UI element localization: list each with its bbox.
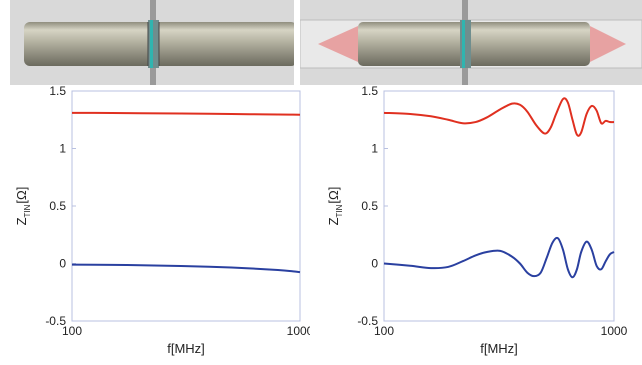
y-axis-label: ZTIN[Ω] (14, 187, 32, 226)
chart-left: -0.5 0 0.5 1 1.5 100 1000 f[MHz] ZTIN[Ω] (0, 85, 310, 365)
series-line-1 (71, 263, 301, 274)
x-axis-label: f[MHz] (480, 341, 518, 356)
series-line-0 (383, 97, 615, 137)
x-tick-label: 100 (62, 324, 82, 338)
y-tick-label: -0.5 (357, 314, 378, 328)
series-line-0 (71, 111, 301, 116)
y-tick-label: -0.5 (45, 314, 66, 328)
y-tick-label: 0.5 (49, 199, 66, 213)
x-tick-label: 1000 (287, 324, 310, 338)
chart-right: -0.5 0 0.5 1 1.5 100 1000 f[MHz] ZTIN[Ω] (312, 85, 632, 365)
y-tick-label: 0 (59, 257, 66, 271)
y-axis-label: ZTIN[Ω] (326, 187, 344, 226)
chart-right-svg: -0.5 0 0.5 1 1.5 100 1000 f[MHz] ZTIN[Ω] (326, 85, 628, 356)
x-tick-label: 100 (374, 324, 394, 338)
y-tick-label: 1.5 (49, 85, 66, 98)
series-line-1 (383, 236, 615, 279)
cylinder-image-right (300, 0, 642, 85)
x-axis-label: f[MHz] (167, 341, 205, 356)
y-tick-label: 1.5 (361, 85, 378, 98)
y-tick-label: 0.5 (361, 199, 378, 213)
plot-frame (71, 90, 301, 322)
cylinder-render-left (10, 0, 294, 85)
y-tick-label: 0 (371, 257, 378, 271)
cylinder-render-right (300, 0, 642, 85)
cylinder-image-left (10, 0, 294, 85)
y-tick-label: 1 (371, 142, 378, 156)
y-tick-label: 1 (59, 142, 66, 156)
x-tick-label: 1000 (601, 324, 628, 338)
plot-frame (383, 90, 615, 322)
chart-left-svg: -0.5 0 0.5 1 1.5 100 1000 f[MHz] ZTIN[Ω] (14, 85, 310, 356)
